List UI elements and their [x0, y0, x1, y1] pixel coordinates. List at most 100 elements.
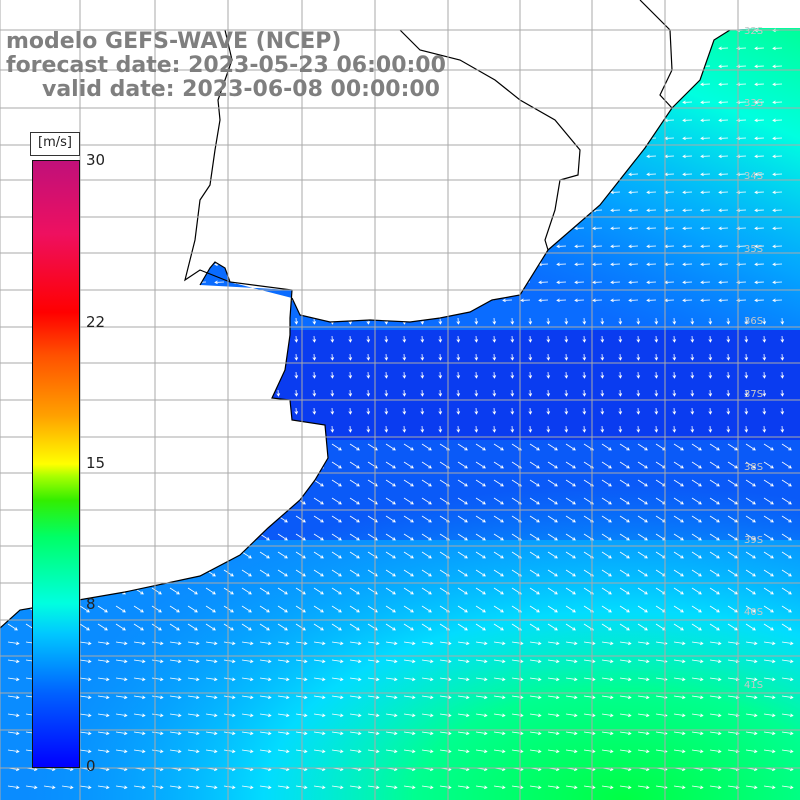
wind-arrow [484, 154, 495, 159]
wind-arrow [700, 100, 711, 105]
wind-arrow [547, 641, 560, 646]
wind-arrow [709, 731, 722, 736]
wind-arrow [529, 731, 542, 736]
wind-arrow [502, 82, 513, 87]
wind-arrow [151, 569, 162, 577]
wind-arrow [340, 226, 351, 231]
wind-arrow [690, 335, 695, 343]
wind-arrow [241, 479, 252, 487]
wind-arrow [583, 785, 596, 790]
wind-arrow [403, 551, 414, 559]
wind-arrow [493, 515, 504, 523]
wind-arrow [709, 641, 722, 646]
wind-arrow [0, 154, 9, 159]
wind-arrow [223, 695, 236, 700]
wind-arrow [780, 335, 785, 343]
wind-arrow [340, 82, 351, 87]
wind-arrow [223, 497, 234, 505]
wind-arrow [232, 298, 243, 303]
wind-arrow [520, 64, 531, 69]
wind-arrow [79, 533, 90, 541]
latitude-label: 37S [744, 389, 763, 400]
wind-arrow [493, 695, 506, 700]
wind-arrow [403, 497, 414, 505]
wind-arrow [457, 515, 468, 523]
wind-arrow [403, 587, 414, 595]
wind-arrow [259, 677, 272, 682]
wind-arrow [727, 749, 740, 754]
wind-arrow [277, 479, 288, 487]
wind-arrow [601, 551, 612, 559]
wind-arrow [582, 407, 587, 415]
wind-arrow [268, 280, 279, 285]
wind-arrow [466, 226, 477, 231]
wind-arrow [492, 335, 497, 343]
wind-arrow [610, 82, 621, 87]
wind-arrow [349, 623, 360, 631]
wind-arrow [205, 587, 216, 595]
wind-arrow [583, 695, 596, 700]
wind-arrow [106, 46, 117, 51]
wind-arrow [421, 731, 434, 736]
wind-arrow [241, 623, 252, 631]
wind-arrow [313, 515, 324, 523]
wind-arrow [142, 46, 153, 51]
wind-arrow [510, 317, 515, 325]
wind-arrow [583, 749, 596, 754]
wind-arrow [610, 226, 621, 231]
wind-arrow [403, 785, 416, 790]
wind-arrow [745, 515, 756, 523]
wind-arrow [52, 118, 63, 123]
wind-arrow [115, 677, 128, 682]
wind-arrow [106, 136, 117, 141]
wind-arrow [475, 569, 486, 577]
wind-arrow [294, 407, 299, 415]
wind-arrow [169, 569, 180, 577]
wind-arrow [304, 64, 315, 69]
wind-arrow [736, 136, 747, 141]
wind-arrow [402, 425, 407, 433]
wind-arrow [529, 785, 542, 790]
wind-arrow [763, 785, 776, 790]
wind-arrow [268, 100, 279, 105]
wind-arrow [718, 244, 729, 249]
wind-arrow [259, 659, 272, 664]
wind-arrow [538, 82, 549, 87]
wind-arrow [322, 64, 333, 69]
wind-arrow [304, 172, 315, 177]
wind-arrow [727, 641, 740, 646]
wind-arrow [763, 461, 774, 469]
wind-arrow [132, 317, 137, 325]
wind-arrow [277, 461, 288, 469]
wind-arrow [259, 587, 270, 595]
wind-arrow [592, 136, 603, 141]
wind-arrow [430, 244, 441, 249]
wind-arrow [726, 353, 731, 361]
wind-arrow [250, 154, 261, 159]
wind-arrow [708, 425, 713, 433]
wind-arrow [709, 497, 720, 505]
wind-arrow [97, 587, 108, 595]
wind-arrow [781, 587, 792, 595]
wind-arrow [619, 731, 632, 736]
wind-arrow [601, 749, 614, 754]
wind-arrow [619, 533, 630, 541]
wind-arrow [178, 100, 189, 105]
wind-arrow [0, 280, 9, 285]
wind-arrow [223, 677, 236, 682]
wind-arrow [565, 623, 576, 631]
wind-arrow [457, 677, 470, 682]
wind-arrow [780, 317, 785, 325]
wind-arrow [34, 82, 45, 87]
wind-arrow [403, 479, 414, 487]
wind-arrow [250, 262, 261, 267]
wind-arrow [727, 623, 738, 631]
wind-arrow [456, 371, 461, 379]
wind-arrow [187, 533, 198, 541]
wind-arrow [223, 551, 234, 559]
wind-arrow [178, 154, 189, 159]
wind-arrow [547, 479, 558, 487]
wind-arrow [582, 425, 587, 433]
